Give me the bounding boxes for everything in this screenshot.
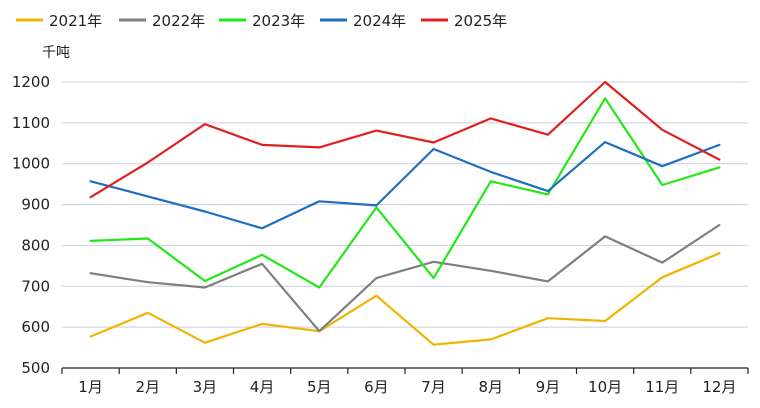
legend-item-0[interactable]: 2021年 xyxy=(16,12,102,30)
legend: 2021年 2022年 2023年 2024年 2025年 xyxy=(16,12,507,30)
series-line-2 xyxy=(89,97,721,289)
x-tick-label: 11月 xyxy=(645,378,679,396)
series-line-0 xyxy=(89,252,721,346)
legend-label: 2025年 xyxy=(454,12,507,30)
legend-item-3[interactable]: 2024年 xyxy=(320,12,406,30)
y-tick-label: 500 xyxy=(21,359,50,377)
x-tick-label: 10月 xyxy=(588,378,622,396)
x-tick-label: 12月 xyxy=(702,378,736,396)
x-tick-label: 4月 xyxy=(250,378,275,396)
legend-item-4[interactable]: 2025年 xyxy=(421,12,507,30)
x-axis-ticks: 1月 2月 3月 4月 5月 6月 7月 8月 9月 10月 11月 12月 xyxy=(78,378,736,396)
x-tick-label: 1月 xyxy=(78,378,103,396)
series-line-4 xyxy=(89,80,721,199)
y-tick-label: 600 xyxy=(21,318,50,336)
x-tick-label: 3月 xyxy=(193,378,218,396)
series-line-1 xyxy=(89,223,721,333)
x-tick-label: 8月 xyxy=(478,378,503,396)
series-line-3 xyxy=(89,141,721,230)
legend-item-1[interactable]: 2022年 xyxy=(119,12,205,30)
y-axis-ticks: 500 600 700 800 900 1000 1100 1200 xyxy=(12,73,50,377)
x-tick-label: 6月 xyxy=(364,378,389,396)
series-layer xyxy=(89,80,721,346)
legend-label: 2024年 xyxy=(353,12,406,30)
legend-label: 2023年 xyxy=(252,12,305,30)
y-tick-label: 900 xyxy=(21,196,50,214)
y-axis-unit-label: 千吨 xyxy=(42,45,70,61)
x-tick-label: 5月 xyxy=(307,378,332,396)
y-tick-label: 1200 xyxy=(12,73,50,91)
y-tick-label: 800 xyxy=(21,236,50,254)
legend-label: 2022年 xyxy=(152,12,205,30)
legend-label: 2021年 xyxy=(49,12,102,30)
x-tick-label: 9月 xyxy=(536,378,561,396)
x-tick-label: 2月 xyxy=(135,378,160,396)
y-tick-label: 1100 xyxy=(12,114,50,132)
x-tick-label: 7月 xyxy=(421,378,446,396)
y-tick-label: 700 xyxy=(21,277,50,295)
legend-item-2[interactable]: 2023年 xyxy=(219,12,305,30)
axes xyxy=(61,367,749,374)
y-tick-label: 1000 xyxy=(12,155,50,173)
